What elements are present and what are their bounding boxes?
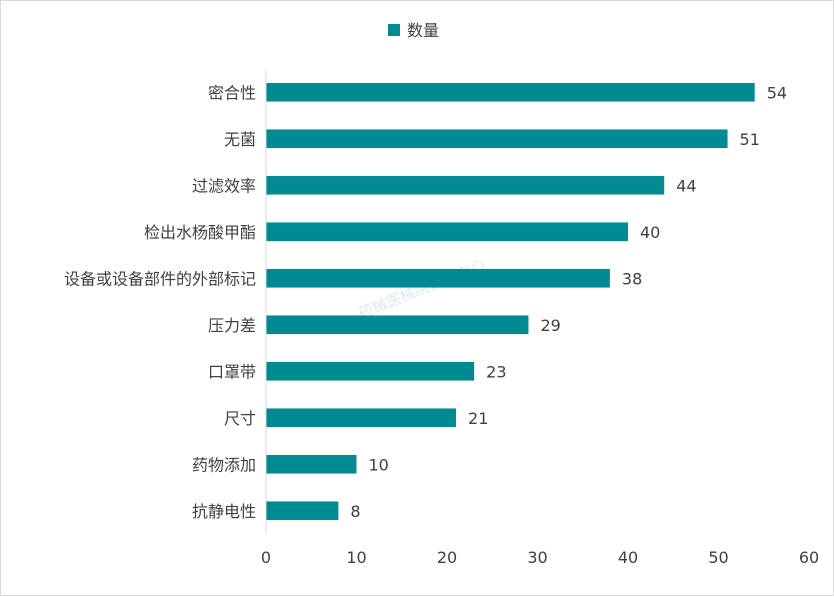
x-tick-label: 30 bbox=[527, 548, 547, 567]
category-label: 口罩带 bbox=[208, 362, 256, 381]
x-tick-label: 60 bbox=[799, 548, 819, 567]
data-label: 21 bbox=[468, 409, 488, 428]
value-labels: 54 51 44 40 38 29 23 21 10 8 bbox=[350, 83, 787, 521]
bar bbox=[266, 222, 628, 242]
bar bbox=[266, 268, 610, 288]
category-label: 密合性 bbox=[208, 83, 256, 102]
bar bbox=[266, 361, 475, 381]
data-label: 10 bbox=[369, 455, 389, 474]
bar bbox=[266, 454, 357, 474]
category-label: 设备或设备部件的外部标记 bbox=[64, 269, 256, 288]
bar bbox=[266, 175, 665, 195]
x-tick-label: 10 bbox=[346, 548, 366, 567]
data-label: 51 bbox=[740, 130, 760, 149]
bar bbox=[266, 315, 529, 335]
bar bbox=[266, 129, 728, 149]
bar bbox=[266, 408, 457, 428]
category-label: 药物添加 bbox=[192, 455, 256, 474]
category-label: 尺寸 bbox=[224, 409, 256, 428]
legend-label: 数量 bbox=[407, 21, 439, 40]
data-label: 44 bbox=[676, 176, 696, 195]
x-tick-label: 20 bbox=[437, 548, 457, 567]
data-label: 8 bbox=[350, 502, 360, 521]
bars-layer bbox=[266, 82, 755, 521]
bar bbox=[266, 82, 755, 102]
category-label: 无菌 bbox=[224, 130, 256, 149]
legend: 数量 bbox=[388, 21, 439, 40]
data-label: 38 bbox=[622, 269, 642, 288]
x-tick-label: 50 bbox=[708, 548, 728, 567]
x-tick-label: 0 bbox=[261, 548, 271, 567]
legend-swatch bbox=[388, 24, 400, 36]
data-label: 23 bbox=[486, 362, 506, 381]
x-axis-ticks: 0 10 20 30 40 50 60 bbox=[261, 548, 819, 567]
watermark-text: 药械医械院数据中心 bbox=[356, 255, 488, 322]
category-label: 压力差 bbox=[208, 316, 256, 335]
category-labels: 密合性无菌过滤效率检出水杨酸甲酯设备或设备部件的外部标记压力差口罩带尺寸药物添加… bbox=[64, 83, 256, 521]
data-label: 29 bbox=[540, 316, 560, 335]
data-label: 54 bbox=[767, 83, 787, 102]
category-label: 抗静电性 bbox=[192, 502, 256, 521]
bar bbox=[266, 501, 339, 521]
category-label: 检出水杨酸甲酯 bbox=[144, 223, 256, 242]
x-tick-label: 40 bbox=[618, 548, 638, 567]
data-label: 40 bbox=[640, 223, 660, 242]
category-label: 过滤效率 bbox=[192, 176, 256, 195]
